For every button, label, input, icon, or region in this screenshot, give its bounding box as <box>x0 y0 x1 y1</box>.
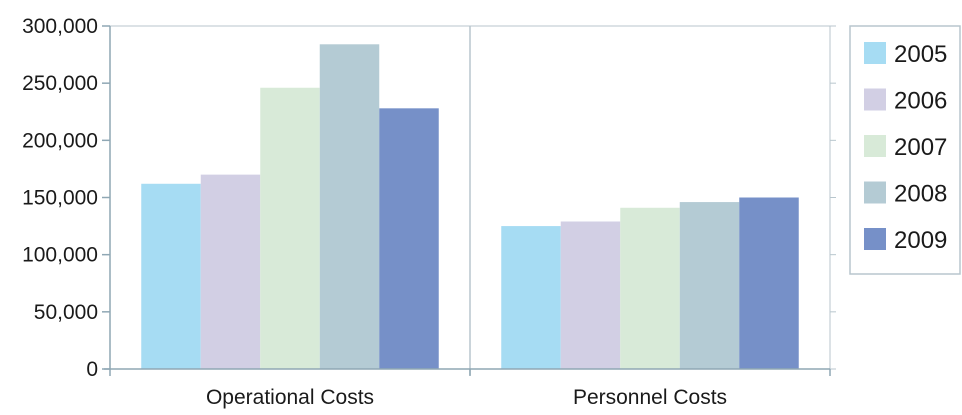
bar-2008-operational-costs <box>319 44 380 369</box>
bar-2009-operational-costs <box>379 108 439 369</box>
bar-2007-operational-costs <box>260 87 320 370</box>
legend-label-2007: 2007 <box>894 134 947 161</box>
bar-2005-personnel-costs <box>501 226 561 369</box>
legend-label-2009: 2009 <box>894 227 947 254</box>
x-tick-label: Personnel Costs <box>573 386 727 409</box>
axes-layer: 0 50,000 100,000 150,000 200,000 250,000 300,0… <box>22 15 836 409</box>
bar-2006-operational-costs <box>200 174 261 369</box>
bar-2008-personnel-costs <box>679 202 740 369</box>
legend-swatch-2009 <box>864 228 886 250</box>
y-tick-label: 100,000 <box>22 244 98 267</box>
y-tick-label: 150,000 <box>22 187 98 210</box>
legend-swatch-2006 <box>864 88 886 111</box>
bar-2007-personnel-costs <box>620 207 680 369</box>
y-tick-label: 50,000 <box>34 301 98 324</box>
bar-2006-personnel-costs <box>560 221 621 369</box>
y-tick-label: 300,000 <box>22 15 98 38</box>
x-tick-label: Operational Costs <box>206 386 374 409</box>
bar-2009-personnel-costs <box>739 197 799 369</box>
y-tick-label: 200,000 <box>22 129 98 152</box>
legend-label-2006: 2006 <box>894 88 947 115</box>
bars-layer <box>141 44 799 370</box>
bar-2005-operational-costs <box>141 183 201 369</box>
legend: 2005 2006 2007 2008 2009 <box>849 25 961 275</box>
y-tick-label: 0 <box>86 358 98 381</box>
legend-label-2005: 2005 <box>894 41 947 68</box>
legend-label-2008: 2008 <box>894 181 947 208</box>
legend-swatch-2008 <box>864 181 886 204</box>
legend-swatch-2007 <box>864 135 886 157</box>
legend-swatch-2005 <box>864 42 886 64</box>
y-tick-label: 250,000 <box>22 72 98 95</box>
